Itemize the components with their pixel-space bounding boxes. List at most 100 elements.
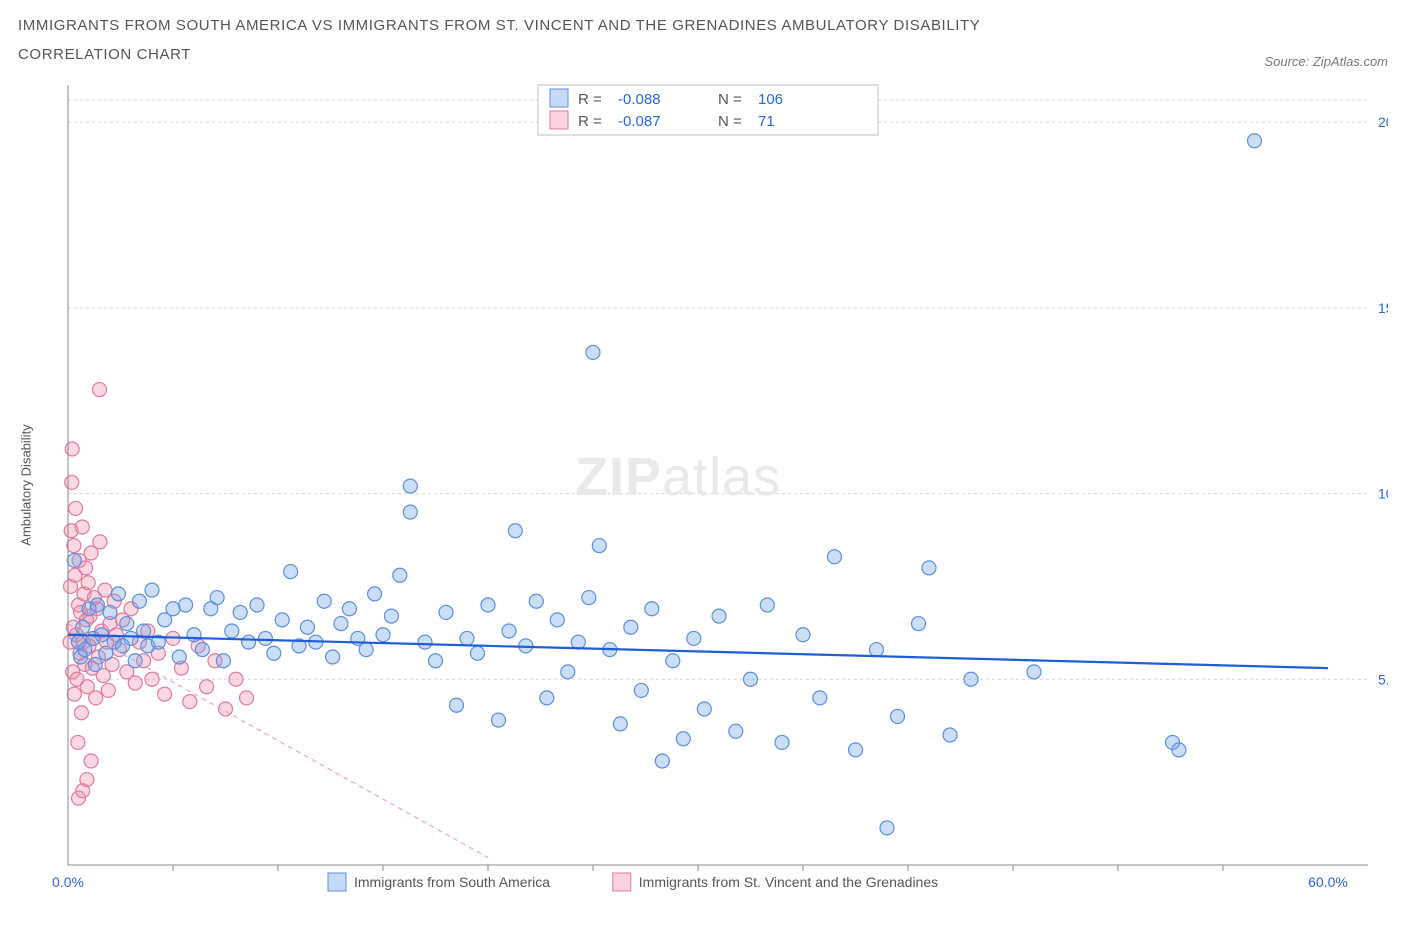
scatter-point: [418, 635, 432, 649]
scatter-point: [158, 687, 172, 701]
scatter-point: [403, 479, 417, 493]
scatter-point: [624, 620, 638, 634]
scatter-point: [828, 550, 842, 564]
scatter-point: [317, 594, 331, 608]
scatter-point: [634, 683, 648, 697]
scatter-point: [74, 706, 88, 720]
scatter-point: [712, 609, 726, 623]
bottom-legend-swatch: [613, 873, 631, 891]
scatter-point: [200, 680, 214, 694]
scatter-point: [275, 613, 289, 627]
scatter-point: [300, 620, 314, 634]
scatter-point: [195, 643, 209, 657]
legend-n-value: 71: [758, 113, 775, 130]
scatter-point: [334, 617, 348, 631]
scatter-point: [676, 732, 690, 746]
scatter-point: [111, 587, 125, 601]
scatter-point: [687, 631, 701, 645]
scatter-point: [502, 624, 516, 638]
scatter-point: [359, 643, 373, 657]
scatter-point: [179, 598, 193, 612]
scatter-point: [128, 676, 142, 690]
legend-r-value: -0.088: [618, 91, 661, 108]
scatter-point: [870, 643, 884, 657]
scatter-point: [166, 602, 180, 616]
scatter-point: [65, 442, 79, 456]
scatter-point: [471, 646, 485, 660]
bottom-legend-label: Immigrants from St. Vincent and the Gren…: [639, 874, 938, 890]
scatter-point: [922, 561, 936, 575]
scatter-point: [67, 553, 81, 567]
scatter-point: [76, 620, 90, 634]
scatter-point: [240, 691, 254, 705]
legend-r-label: R =: [578, 91, 602, 108]
legend-swatch: [550, 89, 568, 107]
scatter-point: [376, 628, 390, 642]
bottom-legend-label: Immigrants from South America: [354, 874, 550, 890]
scatter-point: [1172, 743, 1186, 757]
scatter-point: [183, 695, 197, 709]
chart-area: Ambulatory Disability 5.0%10.0%15.0%20.0…: [48, 75, 1388, 895]
scatter-point: [403, 505, 417, 519]
scatter-point: [267, 646, 281, 660]
scatter-point: [393, 568, 407, 582]
scatter-point: [242, 635, 256, 649]
scatter-point: [84, 754, 98, 768]
x-tick-label: 0.0%: [52, 874, 84, 890]
scatter-point: [76, 784, 90, 798]
scatter-point: [460, 631, 474, 645]
scatter-point: [145, 583, 159, 597]
scatter-point: [69, 501, 83, 515]
scatter-point: [1027, 665, 1041, 679]
scatter-point: [98, 583, 112, 597]
scatter-point: [529, 594, 543, 608]
scatter-point: [172, 650, 186, 664]
scatter-point: [250, 598, 264, 612]
scatter-point: [729, 724, 743, 738]
legend-r-value: -0.087: [618, 113, 661, 130]
scatter-point: [93, 383, 107, 397]
scatter-point: [120, 617, 134, 631]
scatter-point: [88, 657, 102, 671]
scatter-point: [71, 735, 85, 749]
scatter-point: [93, 535, 107, 549]
scatter-point: [540, 691, 554, 705]
bottom-legend-swatch: [328, 873, 346, 891]
scatter-point: [813, 691, 827, 705]
chart-title: IMMIGRANTS FROM SOUTH AMERICA VS IMMIGRA…: [18, 12, 980, 69]
scatter-point: [439, 605, 453, 619]
scatter-point: [1248, 134, 1262, 148]
scatter-point: [81, 576, 95, 590]
scatter-point: [880, 821, 894, 835]
scatter-point: [210, 591, 224, 605]
scatter-point: [912, 617, 926, 631]
scatter-point: [67, 539, 81, 553]
legend-r-label: R =: [578, 113, 602, 130]
scatter-point: [492, 713, 506, 727]
title-line-1: IMMIGRANTS FROM SOUTH AMERICA VS IMMIGRA…: [18, 17, 980, 34]
scatter-point: [145, 672, 159, 686]
legend-swatch: [550, 111, 568, 129]
scatter-point: [744, 672, 758, 686]
scatter-point: [368, 587, 382, 601]
legend-n-label: N =: [718, 113, 742, 130]
scatter-point: [342, 602, 356, 616]
scatter-point: [90, 598, 104, 612]
x-tick-label: 60.0%: [1308, 874, 1348, 890]
scatter-point: [697, 702, 711, 716]
header-row: IMMIGRANTS FROM SOUTH AMERICA VS IMMIGRA…: [18, 12, 1388, 69]
scatter-point: [849, 743, 863, 757]
scatter-point: [326, 650, 340, 664]
source-label: Source: ZipAtlas.com: [1264, 54, 1388, 69]
scatter-point: [216, 654, 230, 668]
y-tick-label: 5.0%: [1378, 671, 1388, 687]
scatter-point: [964, 672, 978, 686]
scatter-point: [582, 591, 596, 605]
y-tick-label: 10.0%: [1378, 486, 1388, 502]
scatter-point: [103, 605, 117, 619]
correlation-scatter-chart: 5.0%10.0%15.0%20.0%ZIPatlas0.0%60.0%R =-…: [48, 75, 1388, 895]
scatter-point: [645, 602, 659, 616]
scatter-point: [258, 631, 272, 645]
scatter-point: [586, 345, 600, 359]
scatter-point: [124, 631, 138, 645]
